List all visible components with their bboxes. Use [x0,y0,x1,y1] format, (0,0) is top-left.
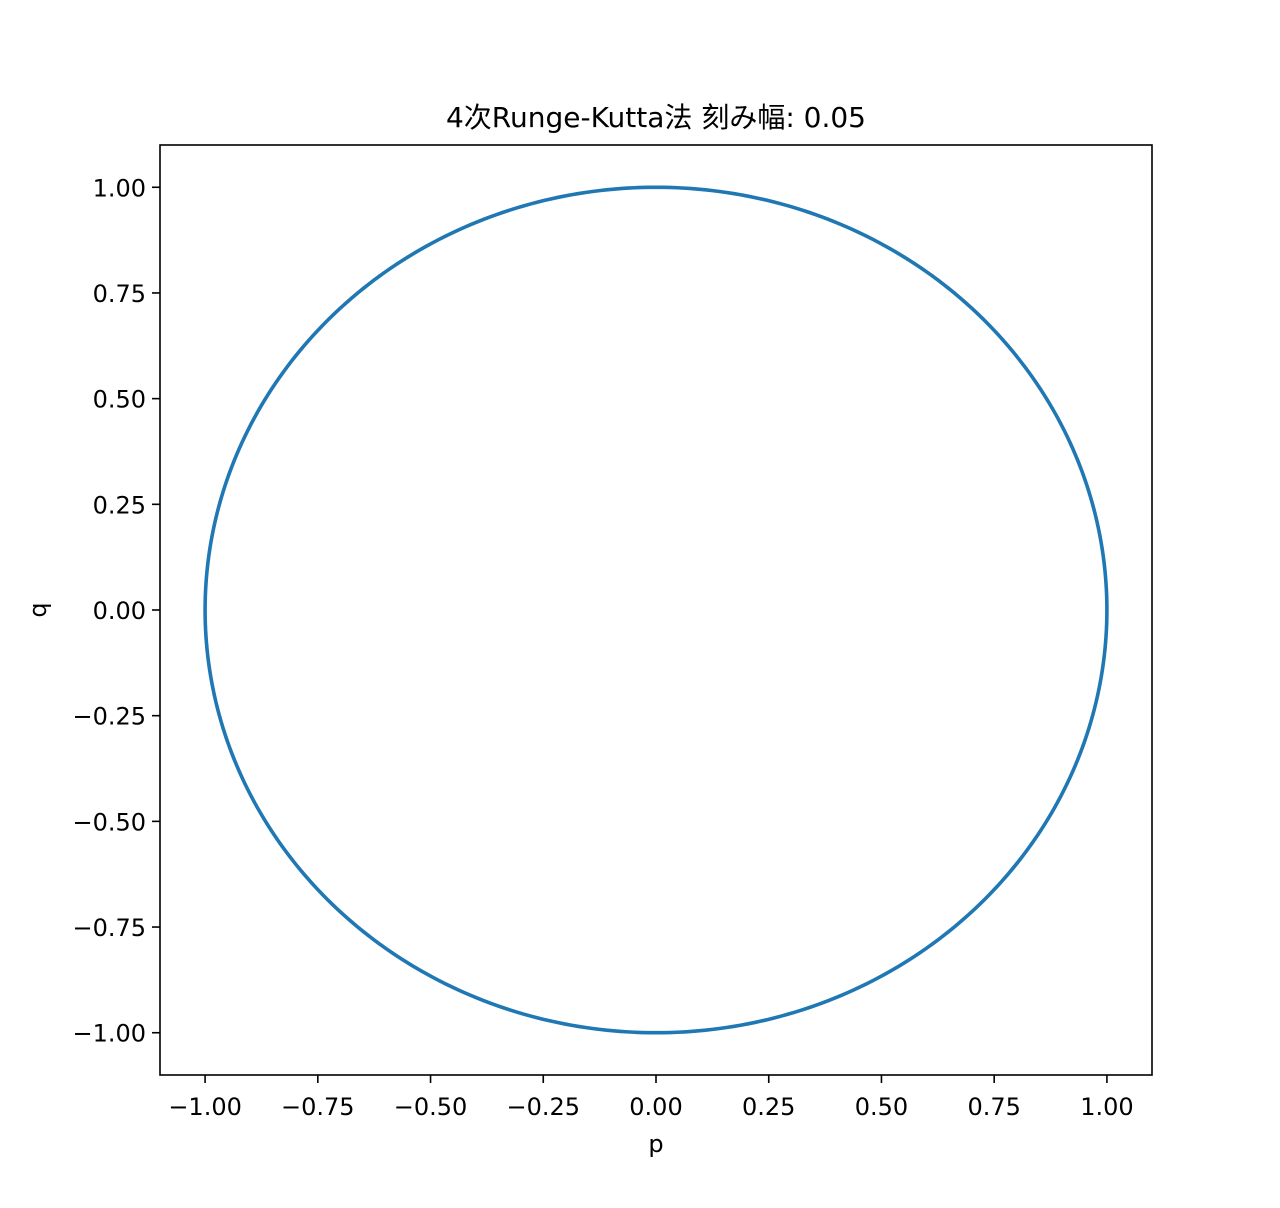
x-tick-label: 0.00 [629,1093,682,1121]
x-tick-label: −1.00 [168,1093,242,1121]
series-line-0 [203,185,1109,1035]
x-axis: −1.00 −0.75 −0.50 −0.25 0.00 0.25 0.50 0.75 1.00 [168,1075,1134,1121]
y-tick-label: 1.00 [93,174,146,202]
y-tick-label: 0.25 [93,491,146,519]
y-tick-label: 0.50 [93,386,146,414]
y-axis: −1.00 −0.75 −0.50 −0.25 0.00 0.25 0.50 0.75 1.00 [72,174,160,1048]
x-axis-label: p [648,1130,663,1158]
x-tick-label: 1.00 [1080,1093,1133,1121]
x-tick-label: 0.75 [967,1093,1020,1121]
x-tick-label: −0.50 [394,1093,468,1121]
x-tick-label: −0.75 [281,1093,355,1121]
x-tick-label: 0.25 [742,1093,795,1121]
plot-area [203,185,1109,1035]
y-tick-label: 0.75 [93,280,146,308]
chart-title: 4次Runge-Kutta法 刻み幅: 0.05 [446,101,866,134]
x-tick-label: 0.50 [855,1093,908,1121]
y-axis-label: q [24,602,52,617]
y-tick-label: 0.00 [93,597,146,625]
x-tick-label: −0.25 [506,1093,580,1121]
y-tick-label: −1.00 [72,1020,146,1048]
y-tick-label: −0.75 [72,914,146,942]
y-tick-label: −0.25 [72,703,146,731]
y-tick-label: −0.50 [72,808,146,836]
